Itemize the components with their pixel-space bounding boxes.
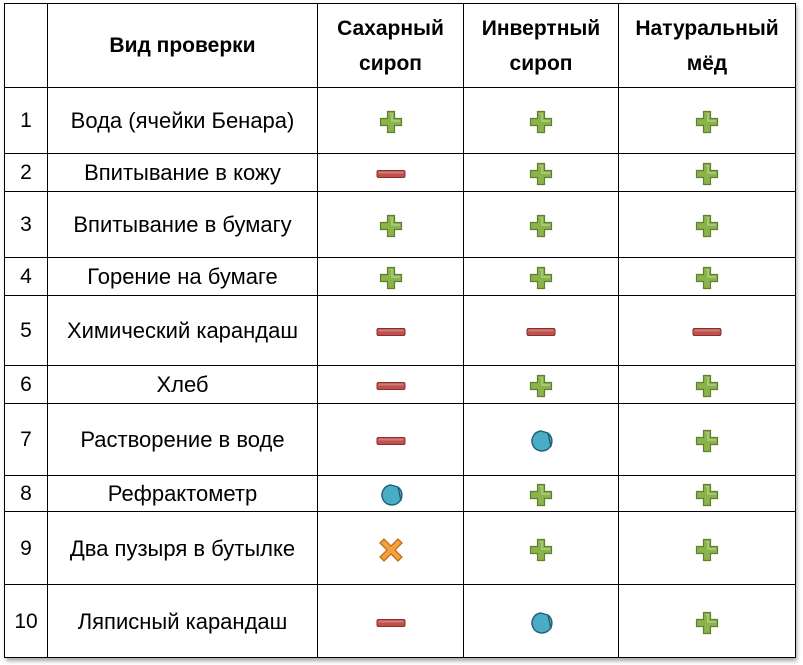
table-row: 10 Ляписный карандаш bbox=[4, 584, 796, 658]
invert-syrup-result bbox=[463, 191, 619, 258]
plus-icon bbox=[695, 374, 719, 398]
table-row: 8 Рефрактометр bbox=[4, 475, 796, 512]
natural-honey-result bbox=[618, 257, 796, 296]
invert-syrup-result bbox=[463, 511, 619, 585]
plus-icon bbox=[695, 214, 719, 238]
invert-syrup-result bbox=[463, 153, 619, 192]
check-type-cell: Химический карандаш bbox=[47, 295, 318, 366]
natural-honey-result bbox=[618, 87, 796, 154]
row-number: 7 bbox=[4, 403, 48, 476]
plus-icon bbox=[379, 214, 403, 238]
check-type-cell: Два пузыря в бутылке bbox=[47, 511, 318, 585]
plus-icon bbox=[529, 483, 553, 507]
check-type-cell: Вода (ячейки Бенара) bbox=[47, 87, 318, 154]
comparison-table-frame: Вид проверки Сахарный сироп Инвертный си… bbox=[4, 3, 796, 658]
invert-syrup-result bbox=[463, 257, 619, 296]
row-number: 5 bbox=[4, 295, 48, 366]
sugar-syrup-result bbox=[317, 365, 464, 404]
check-type-cell: Ляписный карандаш bbox=[47, 584, 318, 658]
plus-icon bbox=[695, 162, 719, 186]
minus-icon bbox=[376, 381, 406, 391]
invert-syrup-result bbox=[463, 295, 619, 366]
sugar-syrup-result bbox=[317, 584, 464, 658]
minus-icon bbox=[376, 618, 406, 628]
natural-honey-result bbox=[618, 475, 796, 512]
sugar-syrup-result bbox=[317, 153, 464, 192]
sugar-syrup-result bbox=[317, 257, 464, 296]
sugar-syrup-result bbox=[317, 191, 464, 258]
row-number: 8 bbox=[4, 475, 48, 512]
invert-syrup-result bbox=[463, 87, 619, 154]
row-number: 2 bbox=[4, 153, 48, 192]
invert-syrup-result bbox=[463, 365, 619, 404]
plus-icon bbox=[695, 538, 719, 562]
plus-icon bbox=[695, 429, 719, 453]
row-number: 9 bbox=[4, 511, 48, 585]
sugar-syrup-result bbox=[317, 511, 464, 585]
row-number: 3 bbox=[4, 191, 48, 258]
partial-circle-icon bbox=[529, 611, 553, 635]
table-row: 6 Хлеб bbox=[4, 365, 796, 404]
header-check-type: Вид проверки bbox=[47, 3, 318, 88]
invert-syrup-result bbox=[463, 584, 619, 658]
row-number: 10 bbox=[4, 584, 48, 658]
sugar-syrup-result bbox=[317, 475, 464, 512]
plus-icon bbox=[695, 110, 719, 134]
natural-honey-result bbox=[618, 584, 796, 658]
invert-syrup-result bbox=[463, 403, 619, 476]
plus-icon bbox=[529, 266, 553, 290]
sugar-syrup-result bbox=[317, 87, 464, 154]
sugar-syrup-result bbox=[317, 403, 464, 476]
natural-honey-result bbox=[618, 191, 796, 258]
header-sugar-syrup: Сахарный сироп bbox=[317, 3, 464, 88]
minus-icon bbox=[376, 436, 406, 446]
minus-icon bbox=[692, 327, 722, 337]
plus-icon bbox=[695, 611, 719, 635]
minus-icon bbox=[526, 327, 556, 337]
table-row: 1 Вода (ячейки Бенара) bbox=[4, 87, 796, 154]
natural-honey-result bbox=[618, 403, 796, 476]
header-natural-honey: Натуральный мёд bbox=[618, 3, 796, 88]
check-type-cell: Впитывание в кожу bbox=[47, 153, 318, 192]
plus-icon bbox=[529, 214, 553, 238]
sugar-syrup-result bbox=[317, 295, 464, 366]
partial-circle-icon bbox=[529, 429, 553, 453]
check-type-cell: Рефрактометр bbox=[47, 475, 318, 512]
table-row: 4 Горение на бумаге bbox=[4, 257, 796, 296]
row-number: 4 bbox=[4, 257, 48, 296]
header-invert-syrup: Инвертный сироп bbox=[463, 3, 619, 88]
cross-icon bbox=[378, 537, 404, 563]
plus-icon bbox=[529, 110, 553, 134]
minus-icon bbox=[376, 169, 406, 179]
plus-icon bbox=[695, 483, 719, 507]
plus-icon bbox=[379, 266, 403, 290]
honey-test-table: Вид проверки Сахарный сироп Инвертный си… bbox=[4, 3, 796, 658]
table-row: 2 Впитывание в кожу bbox=[4, 153, 796, 192]
header-row: Вид проверки Сахарный сироп Инвертный си… bbox=[4, 3, 796, 88]
row-number: 6 bbox=[4, 365, 48, 404]
invert-syrup-result bbox=[463, 475, 619, 512]
natural-honey-result bbox=[618, 295, 796, 366]
plus-icon bbox=[529, 374, 553, 398]
table-row: 9 Два пузыря в бутылке bbox=[4, 511, 796, 585]
table-row: 7 Растворение в воде bbox=[4, 403, 796, 476]
natural-honey-result bbox=[618, 153, 796, 192]
plus-icon bbox=[695, 266, 719, 290]
row-number: 1 bbox=[4, 87, 48, 154]
natural-honey-result bbox=[618, 511, 796, 585]
table-row: 3 Впитывание в бумагу bbox=[4, 191, 796, 258]
partial-circle-icon bbox=[379, 483, 403, 507]
check-type-cell: Растворение в воде bbox=[47, 403, 318, 476]
check-type-cell: Хлеб bbox=[47, 365, 318, 404]
table-row: 5 Химический карандаш bbox=[4, 295, 796, 366]
natural-honey-result bbox=[618, 365, 796, 404]
header-num bbox=[4, 3, 48, 88]
plus-icon bbox=[529, 162, 553, 186]
check-type-cell: Впитывание в бумагу bbox=[47, 191, 318, 258]
minus-icon bbox=[376, 327, 406, 337]
plus-icon bbox=[529, 538, 553, 562]
plus-icon bbox=[379, 110, 403, 134]
check-type-cell: Горение на бумаге bbox=[47, 257, 318, 296]
